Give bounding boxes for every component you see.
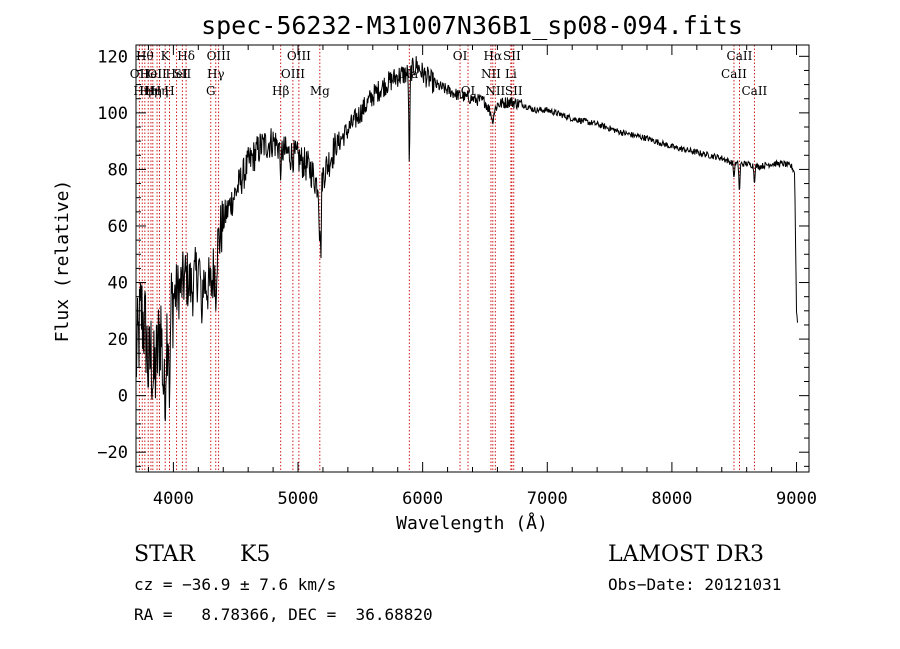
object-class: STAR xyxy=(134,542,196,567)
y-tick-label: 40 xyxy=(108,274,128,294)
coordinates: RA = 8.78366, DEC = 36.68820 xyxy=(134,605,433,624)
line-marker-label: Hη xyxy=(139,84,157,98)
line-marker-label: Hδ xyxy=(177,49,195,63)
line-marker-label: OIII xyxy=(287,49,311,63)
y-tick-label: −20 xyxy=(97,443,128,463)
line-marker-label: Li xyxy=(505,67,517,81)
line-marker-label: H xyxy=(164,84,174,98)
line-marker-label: Hη xyxy=(151,84,169,98)
x-tick-label: 5000 xyxy=(278,489,319,509)
y-tick-label: 20 xyxy=(108,330,128,350)
y-tick-label: 60 xyxy=(108,217,128,237)
line-marker-label: OII xyxy=(147,67,167,81)
object-subclass: K5 xyxy=(240,542,270,567)
survey-name: LAMOST DR3 xyxy=(608,542,764,567)
line-marker-label: CaII xyxy=(721,67,747,81)
line-marker-label: HeI xyxy=(165,67,188,81)
line-marker-label: Hβ xyxy=(272,84,289,98)
line-marker-label: Hη xyxy=(144,84,162,98)
x-axis: 4000 5000 6000 7000 8000 9000 xyxy=(147,45,817,509)
line-marker-label: SII xyxy=(503,49,521,63)
line-marker-label: OIII xyxy=(207,49,231,63)
spectral-line-markers xyxy=(138,45,755,472)
line-marker-label: CaII xyxy=(727,49,753,63)
y-axis-label: Flux (relative) xyxy=(52,180,73,343)
line-marker-label: OI xyxy=(453,49,468,63)
line-marker-label: NII xyxy=(481,67,501,81)
y-axis: −20 0 20 40 60 80 100 120 xyxy=(97,47,809,467)
spectrum-series xyxy=(135,56,798,422)
x-tick-label: 8000 xyxy=(651,489,692,509)
x-axis-label: Wavelength (Å) xyxy=(396,512,548,534)
x-tick-label: 9000 xyxy=(776,489,817,509)
line-marker-label: NII xyxy=(485,84,505,98)
line-marker-label: Hγ xyxy=(207,67,225,81)
y-tick-label: 100 xyxy=(97,104,128,124)
line-marker-label: OIII xyxy=(281,67,305,81)
x-tick-label: 4000 xyxy=(153,489,194,509)
plot-frame xyxy=(135,44,810,473)
spectral-line-labels: OIIHηHθHηHeIHηOIIHηKHHeISIIHδGHγOIIIHβOI… xyxy=(130,49,768,98)
line-marker-label: Mg xyxy=(310,84,330,98)
redshift-line: cz = −36.9 ± 7.6 km/s xyxy=(134,575,336,594)
x-tick-label: 6000 xyxy=(402,489,443,509)
line-marker-label: HeI xyxy=(140,67,163,81)
line-marker-label: Hα xyxy=(484,49,503,63)
obs-date: Obs−Date: 20121031 xyxy=(608,575,781,594)
line-marker-label: CaII xyxy=(741,84,767,98)
chart-title: spec-56232-M31007N36B1_sp08-094.fits xyxy=(201,11,743,40)
line-marker-label: OII xyxy=(130,67,150,81)
line-marker-label: Hη xyxy=(133,84,151,98)
x-tick-label: 7000 xyxy=(527,489,568,509)
line-marker-label: SII xyxy=(174,67,192,81)
spectrum-line xyxy=(135,56,798,422)
line-marker-label: SII xyxy=(505,84,523,98)
line-marker-label: G xyxy=(206,84,216,98)
y-tick-label: 120 xyxy=(97,47,128,67)
line-marker-label: K xyxy=(161,49,171,63)
y-tick-label: 80 xyxy=(108,160,128,180)
y-tick-label: 0 xyxy=(118,387,128,407)
